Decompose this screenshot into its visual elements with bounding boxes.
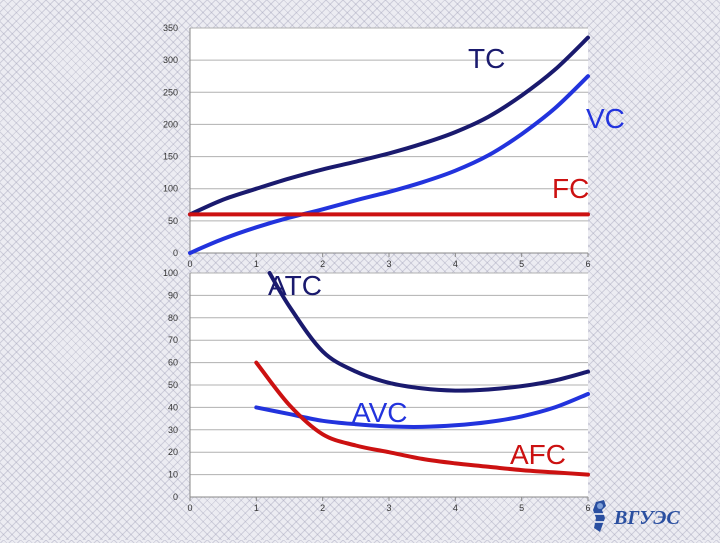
y-tick-label: 50: [168, 216, 178, 226]
x-tick-label: 3: [386, 503, 391, 513]
y-tick-label: 100: [163, 184, 178, 194]
x-tick-label: 4: [453, 259, 458, 269]
university-emblem-icon: [593, 500, 606, 532]
x-tick-label: 0: [187, 503, 192, 513]
y-tick-label: 50: [168, 380, 178, 390]
tc-series-label: TC: [468, 43, 505, 74]
y-tick-label: 80: [168, 313, 178, 323]
y-tick-label: 100: [163, 268, 178, 278]
x-tick-label: 5: [519, 503, 524, 513]
y-tick-label: 70: [168, 335, 178, 345]
avc-series-label: AVC: [352, 397, 408, 428]
y-tick-label: 10: [168, 470, 178, 480]
y-tick-label: 20: [168, 447, 178, 457]
avc-series-line: [254, 392, 590, 429]
atc-series-label: ATC: [268, 270, 322, 301]
y-tick-label: 90: [168, 290, 178, 300]
logo-text: ВГУЭС: [613, 507, 680, 529]
atc-series-line: [267, 271, 590, 393]
x-tick-label: 2: [320, 259, 325, 269]
x-tick-label: 4: [453, 503, 458, 513]
x-tick-label: 1: [254, 259, 259, 269]
y-tick-label: 40: [168, 402, 178, 412]
x-tick-label: 5: [519, 259, 524, 269]
tc-series-line: [188, 35, 590, 217]
x-tick-label: 0: [187, 259, 192, 269]
afc-series-label: AFC: [510, 439, 566, 470]
total-costs-chart: 0 50 100 150 200 250 300 350 0 1 2 3 4 5 6 TC VC FC: [163, 23, 625, 269]
x-tick-label: 6: [585, 259, 590, 269]
x-tick-label: 1: [254, 503, 259, 513]
plot-area: [190, 28, 588, 253]
x-tick-label: 6: [585, 503, 590, 513]
y-tick-label: 200: [163, 119, 178, 129]
vc-series-label: VC: [586, 103, 625, 134]
y-tick-label: 0: [173, 248, 178, 258]
fc-series-label: FC: [552, 173, 589, 204]
y-tick-label: 250: [163, 87, 178, 97]
y-tick-label: 300: [163, 55, 178, 65]
afc-series-line: [254, 360, 590, 477]
y-tick-label: 0: [173, 492, 178, 502]
y-tick-label: 350: [163, 23, 178, 33]
university-logo: ВГУЭС: [590, 498, 716, 538]
y-tick-label: 60: [168, 358, 178, 368]
x-tick-label: 2: [320, 503, 325, 513]
vc-series-line: [188, 74, 590, 255]
y-tick-label: 150: [163, 152, 178, 162]
y-tick-label: 30: [168, 425, 178, 435]
average-costs-chart: 0 10 20 30 40 50 60 70 80 90 100 0 1 2 3 4 5 6 ATC AVC AFC: [163, 268, 591, 513]
x-tick-label: 3: [386, 259, 391, 269]
